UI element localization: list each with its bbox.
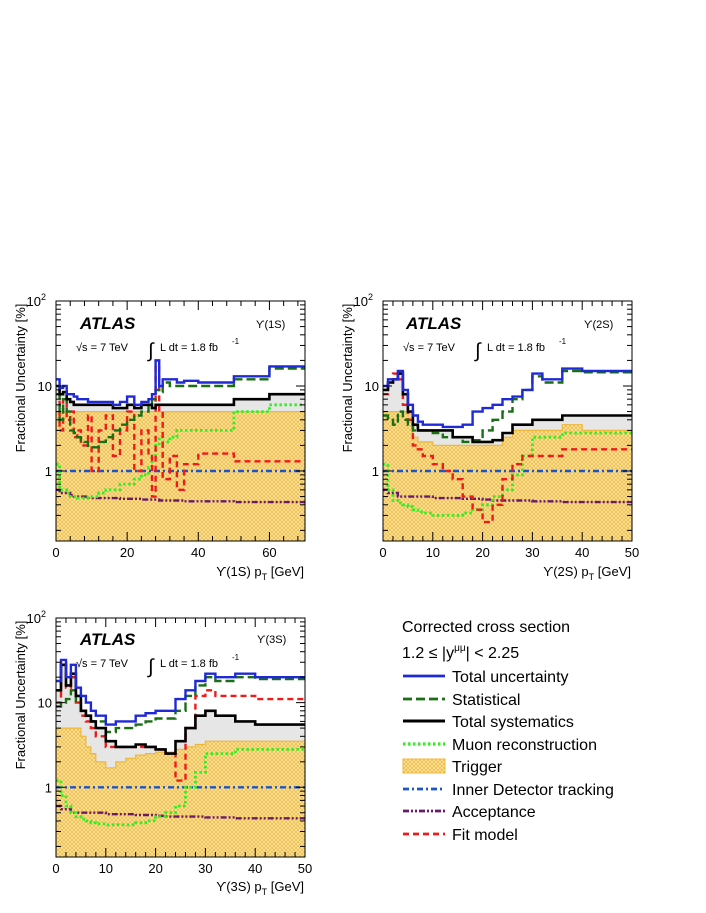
legend-entry-acceptance: Acceptance: [403, 804, 536, 821]
systematics-band: [56, 386, 305, 412]
legend-label: Statistical: [452, 692, 520, 709]
y-axis-title: Fractional Uncertainty [%]: [13, 621, 28, 770]
energy-label: √s = 7 TeV: [76, 342, 129, 354]
integral-symbol: ∫: [474, 340, 482, 362]
legend-label: Muon reconstruction: [452, 737, 597, 754]
energy-label: √s = 7 TeV: [76, 658, 129, 670]
x-tick-label: 30: [525, 545, 539, 560]
x-tick-label: 10: [99, 861, 113, 876]
legend-swatch: [402, 758, 446, 774]
legend-label: Trigger: [452, 759, 503, 776]
legend: Corrected cross section 1.2 ≤ |yμμ| < 2.…: [402, 619, 614, 844]
x-tick-label: 0: [52, 861, 59, 876]
x-axis-title: ϒ(1S) pT [GeV]: [216, 564, 304, 582]
series-total: [383, 367, 632, 429]
legend-label: Fit model: [452, 827, 518, 844]
trigger-edge: [56, 727, 305, 769]
lumi-exponent: -1: [232, 337, 240, 346]
y-tick-label: 102: [27, 609, 46, 626]
lumi-label: L dt = 1.8 fb: [160, 342, 218, 354]
atlas-label: ATLAS: [405, 314, 462, 333]
integral-symbol: ∫: [147, 656, 155, 678]
plot-frame: [55, 300, 306, 542]
trigger-area: [56, 411, 305, 541]
x-tick-label: 50: [298, 861, 312, 876]
x-tick-label: 40: [575, 545, 589, 560]
lumi-exponent: -1: [232, 653, 240, 662]
x-axis-title: ϒ(2S) pT [GeV]: [543, 564, 631, 582]
legend-entry-systematics: Total systematics: [403, 714, 574, 731]
series-muon: [56, 403, 305, 500]
plot-frame: [382, 300, 633, 542]
legend-entry-id-tracking: Inner Detector tracking: [403, 782, 614, 799]
systematics-band: [56, 664, 305, 768]
legend-title: Corrected cross section: [402, 619, 570, 636]
x-tick-label: 30: [198, 861, 212, 876]
y-axis-title: Fractional Uncertainty [%]: [13, 304, 28, 453]
legend-entry-trigger: Trigger: [402, 758, 503, 776]
series-muon: [56, 748, 305, 827]
plot-area: [383, 367, 632, 541]
series-acceptance: [383, 488, 632, 504]
series-statistical: [56, 367, 305, 449]
y-tick-label: 10: [38, 696, 52, 711]
legend-label: Total systematics: [452, 714, 574, 731]
lumi-label: L dt = 1.8 fb: [160, 658, 218, 670]
plot-area: [56, 658, 305, 857]
y-tick-label: 1: [45, 780, 52, 795]
x-tick-label: 40: [191, 545, 205, 560]
state-label: ϒ(3S): [257, 634, 286, 646]
legend-rapidity: 1.2 ≤ |yμμ| < 2.25: [402, 643, 519, 662]
series-fit-model: [56, 359, 305, 498]
state-label: ϒ(2S): [584, 319, 613, 331]
series-systematics: [56, 384, 305, 410]
y-tick-label: 1: [45, 464, 52, 479]
lumi-label: L dt = 1.8 fb: [487, 342, 545, 354]
energy-label: √s = 7 TeV: [403, 342, 456, 354]
panel-upsilon-2s: ATLAS ϒ(2S) √s = 7 TeV ∫ L dt = 1.8 fb -…: [340, 292, 639, 582]
y-tick-label: 1: [372, 464, 379, 479]
legend-label: Total uncertainty: [452, 669, 569, 686]
lumi-exponent: -1: [559, 337, 567, 346]
x-axis-title: ϒ(3S) pT [GeV]: [216, 879, 304, 897]
y-axis-title: Fractional Uncertainty [%]: [340, 304, 355, 453]
series-muon: [383, 431, 632, 517]
plot-frame: [55, 617, 306, 858]
x-tick-label: 50: [625, 545, 639, 560]
x-tick-label: 0: [379, 545, 386, 560]
x-tick-label: 20: [475, 545, 489, 560]
legend-entry-total: Total uncertainty: [403, 669, 569, 686]
legend-entry-fit-model: Fit model: [403, 827, 518, 844]
series-total: [56, 658, 305, 726]
series-total: [56, 359, 305, 406]
y-tick-label: 10: [38, 379, 52, 394]
panel-upsilon-3s: ATLAS ϒ(3S) √s = 7 TeV ∫ L dt = 1.8 fb -…: [13, 609, 312, 897]
x-tick-label: 60: [262, 545, 276, 560]
x-tick-label: 40: [248, 861, 262, 876]
legend-label: Inner Detector tracking: [452, 782, 614, 799]
panel-upsilon-1s: ATLAS ϒ(1S) √s = 7 TeV ∫ L dt = 1.8 fb -…: [13, 292, 306, 582]
legend-label: Acceptance: [452, 804, 536, 821]
legend-entry-muon: Muon reconstruction: [403, 737, 597, 754]
y-tick-label: 102: [354, 292, 373, 309]
plot-area: [56, 359, 305, 541]
integral-symbol: ∫: [147, 340, 155, 362]
atlas-label: ATLAS: [79, 630, 136, 649]
state-label: ϒ(1S): [256, 319, 285, 331]
y-tick-label: 102: [27, 292, 46, 309]
x-tick-label: 20: [120, 545, 134, 560]
atlas-label: ATLAS: [79, 314, 136, 333]
x-tick-label: 10: [426, 545, 440, 560]
x-tick-label: 0: [52, 545, 59, 560]
y-tick-label: 10: [365, 379, 379, 394]
legend-entry-statistical: Statistical: [403, 692, 520, 709]
x-tick-label: 20: [148, 861, 162, 876]
trigger-area: [383, 411, 632, 541]
